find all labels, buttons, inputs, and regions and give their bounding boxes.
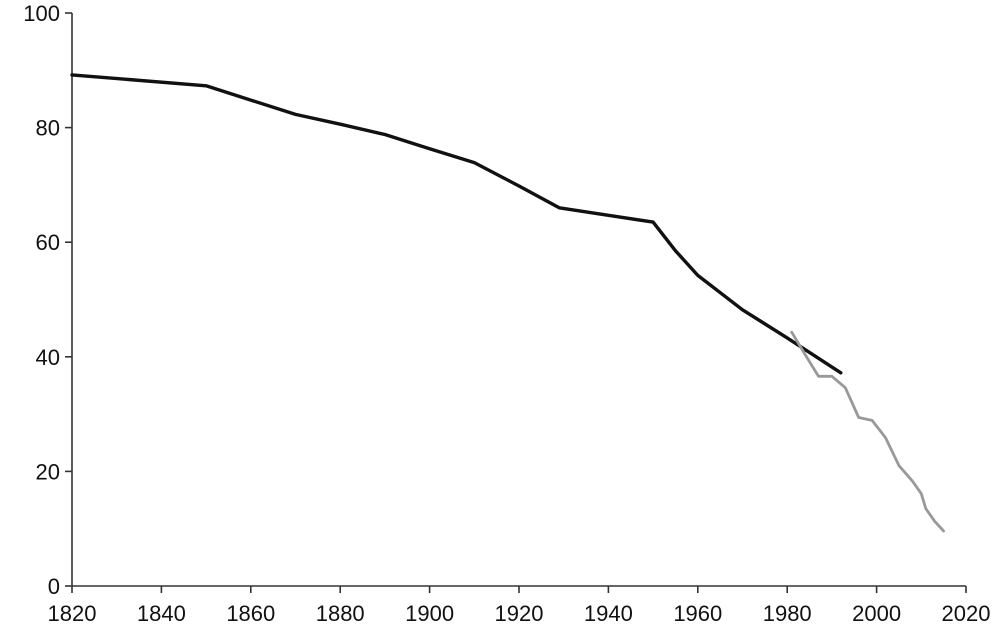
x-tick-label: 2000: [852, 601, 901, 626]
x-tick-label: 1860: [226, 601, 275, 626]
x-tick-label: 2020: [942, 601, 991, 626]
series-line-1: [70, 73, 843, 375]
x-tick-label: 1900: [405, 601, 454, 626]
x-tick-label: 1940: [584, 601, 633, 626]
x-tick-label: 1840: [137, 601, 186, 626]
x-tick-label: 1920: [495, 601, 544, 626]
y-tick-label: 0: [48, 574, 60, 599]
series-line-2: [790, 330, 945, 533]
y-tick-label: 80: [36, 116, 60, 141]
axes: 0 20 40 60 80 100 1820 1840 1860 1880 1900 1920 1940…: [23, 1, 990, 626]
y-tick-label: 40: [36, 345, 60, 370]
y-tick-label: 100: [23, 1, 60, 26]
y-tick-label: 20: [36, 459, 60, 484]
x-tick-label: 1880: [316, 601, 365, 626]
x-tick-label: 1980: [763, 601, 812, 626]
series-layer: [70, 73, 945, 533]
x-tick-label: 1960: [673, 601, 722, 626]
y-tick-label: 60: [36, 230, 60, 255]
x-tick-label: 1820: [48, 601, 97, 626]
